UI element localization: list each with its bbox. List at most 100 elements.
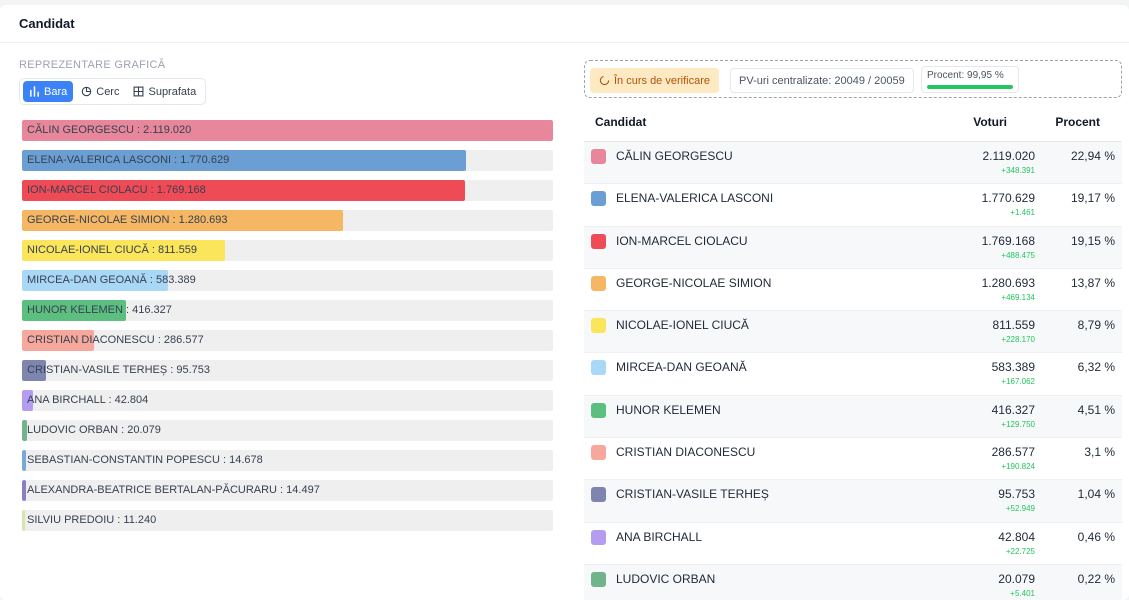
header-candidate: Candidat bbox=[595, 115, 647, 129]
vote-percent: 1,04 % bbox=[1077, 487, 1115, 502]
vote-count: 2.119.020 bbox=[982, 149, 1036, 163]
table-row: ANA BIRCHALL 42.804 +22.725 0,46 % bbox=[584, 523, 1122, 565]
vote-count: 1.769.168 bbox=[981, 233, 1035, 248]
vote-percent: 8,79 % bbox=[1077, 318, 1115, 333]
bar-row[interactable]: ANA BIRCHALL : 42.804 bbox=[22, 390, 553, 411]
bar-label: ELENA-VALERICA LASCONI : 1.770.629 bbox=[27, 154, 230, 166]
status-bar: În curs de verificare PV-uri centralizat… bbox=[584, 60, 1122, 98]
color-swatch bbox=[591, 149, 606, 164]
bar-value-label: 20.079 bbox=[127, 424, 161, 436]
bar-label: ION-MARCEL CIOLACU : 1.769.168 bbox=[27, 184, 206, 196]
table-row: HUNOR KELEMEN 416.327 +129.750 4,51 % bbox=[584, 395, 1122, 439]
bar[interactable] bbox=[22, 150, 466, 171]
bar-category: NICOLAE-IONEL CIUCĂ bbox=[27, 244, 149, 256]
bar-category: CRISTIAN DIACONESCU bbox=[27, 334, 155, 346]
bar-row[interactable]: CĂLIN GEORGESCU : 2.119.020 bbox=[22, 120, 553, 141]
table-header: Candidat Voturi Procent bbox=[584, 104, 1122, 142]
bar-row[interactable]: NICOLAE-IONEL CIUCĂ : 811.559 bbox=[22, 240, 553, 261]
candidate-name: LUDOVIC ORBAN bbox=[616, 571, 716, 586]
vote-count: 1.770.629 bbox=[981, 191, 1035, 206]
bar-label: MIRCEA-DAN GEOANĂ : 583.389 bbox=[27, 274, 196, 286]
color-swatch bbox=[591, 233, 606, 249]
bar-row[interactable]: CRISTIAN DIACONESCU : 286.577 bbox=[22, 330, 553, 351]
table-body: CĂLIN GEORGESCU 2.119.020 +348.391 22,94 % E… bbox=[584, 142, 1122, 600]
bar-row[interactable]: ION-MARCEL CIOLACU : 1.769.168 bbox=[22, 180, 553, 201]
bar-value-label: 1.770.629 bbox=[180, 154, 230, 166]
bar-row[interactable]: MIRCEA-DAN GEOANĂ : 583.389 bbox=[22, 270, 553, 291]
bar-label: ALEXANDRA-BEATRICE BERTALAN-PĂCURARU : 1… bbox=[27, 484, 320, 496]
bar-category: ALEXANDRA-BEATRICE BERTALAN-PĂCURARU bbox=[27, 484, 277, 496]
vote-percent: 4,51 % bbox=[1077, 402, 1115, 417]
bar-value-label: 11.240 bbox=[123, 514, 157, 526]
bar[interactable] bbox=[22, 510, 25, 531]
area-grid-icon bbox=[134, 86, 144, 97]
bar-label: NICOLAE-IONEL CIUCĂ : 811.559 bbox=[27, 244, 197, 256]
bar-label: LUDOVIC ORBAN : 20.079 bbox=[27, 424, 161, 436]
color-swatch bbox=[591, 318, 606, 334]
bar[interactable] bbox=[22, 480, 26, 501]
color-swatch bbox=[591, 402, 606, 418]
bar[interactable] bbox=[22, 240, 226, 261]
bar-row[interactable]: CRISTIAN-VASILE TERHEȘ : 95.753 bbox=[22, 360, 553, 381]
bar-category: GEORGE-NICOLAE SIMION bbox=[27, 214, 170, 226]
vote-delta: +167.062 bbox=[1001, 377, 1035, 387]
results-table: Candidat Voturi Procent CĂLIN GEORGESCU 2… bbox=[584, 104, 1122, 600]
vote-percent: 6,32 % bbox=[1077, 360, 1115, 375]
view-area-label: Suprafata bbox=[148, 85, 197, 98]
bar[interactable] bbox=[22, 210, 343, 231]
bar[interactable] bbox=[22, 270, 169, 291]
bar[interactable] bbox=[22, 300, 127, 321]
color-swatch bbox=[591, 191, 606, 207]
bar-row[interactable]: ALEXANDRA-BEATRICE BERTALAN-PĂCURARU : 1… bbox=[22, 480, 553, 501]
vote-percent: 22,94 % bbox=[1070, 149, 1115, 163]
bar-category: ELENA-VALERICA LASCONI bbox=[27, 154, 172, 166]
vote-count: 95.753 bbox=[998, 487, 1035, 502]
bar-row[interactable]: SILVIU PREDOIU : 11.240 bbox=[22, 510, 553, 531]
bar[interactable] bbox=[22, 180, 466, 201]
card-title: Candidat bbox=[19, 16, 75, 31]
percent-progress-fill bbox=[927, 85, 1013, 89]
bar-row[interactable]: SEBASTIAN-CONSTANTIN POPESCU : 14.678 bbox=[22, 450, 553, 471]
bar-value-label: 95.753 bbox=[176, 364, 211, 376]
vote-count: 1.280.693 bbox=[981, 275, 1035, 290]
bar-value-label: 286.577 bbox=[163, 334, 204, 346]
view-bar-label: Bara bbox=[44, 85, 68, 98]
bar-row[interactable]: ELENA-VALERICA LASCONI : 1.770.629 bbox=[22, 150, 553, 171]
bar-row[interactable]: HUNOR KELEMEN : 416.327 bbox=[22, 300, 553, 321]
candidate-name: GEORGE-NICOLAE SIMION bbox=[616, 275, 772, 290]
color-swatch bbox=[591, 275, 606, 291]
percent-text: Procent: 99,95 % bbox=[927, 70, 1004, 81]
spinner-icon bbox=[599, 75, 610, 86]
bar-value-label: 416.327 bbox=[132, 304, 172, 316]
vote-delta: +1.461 bbox=[1010, 208, 1035, 218]
bar[interactable] bbox=[22, 420, 28, 441]
bar-value-label: 2.119.020 bbox=[143, 124, 192, 136]
view-pie-button[interactable]: Cerc bbox=[75, 81, 125, 102]
view-pie-label: Cerc bbox=[96, 85, 120, 98]
vote-delta: +129.750 bbox=[1001, 419, 1035, 429]
bar-value-label: 14.678 bbox=[229, 454, 263, 466]
bar-label: SEBASTIAN-CONSTANTIN POPESCU : 14.678 bbox=[27, 454, 263, 466]
view-area-button[interactable]: Suprafata bbox=[127, 81, 202, 102]
bar-chart: CĂLIN GEORGESCU : 2.119.020 ELENA-VALERIC… bbox=[22, 120, 553, 540]
candidate-name: NICOLAE-IONEL CIUCĂ bbox=[616, 318, 749, 333]
bar[interactable] bbox=[22, 390, 33, 411]
bar-category: SILVIU PREDOIU bbox=[27, 514, 115, 526]
bar[interactable] bbox=[22, 330, 94, 351]
bar[interactable] bbox=[22, 360, 46, 381]
view-bar-button[interactable]: Bara bbox=[23, 81, 74, 102]
bar[interactable] bbox=[22, 450, 26, 471]
candidate-name: HUNOR KELEMEN bbox=[616, 402, 721, 417]
color-swatch bbox=[591, 571, 606, 587]
bar-category: HUNOR KELEMEN bbox=[27, 304, 123, 316]
bar-row[interactable]: LUDOVIC ORBAN : 20.079 bbox=[22, 420, 553, 441]
bar-row[interactable]: GEORGE-NICOLAE SIMION : 1.280.693 bbox=[22, 210, 553, 231]
vote-count: 20.079 bbox=[998, 571, 1035, 586]
vote-percent: 19,17 % bbox=[1070, 191, 1115, 206]
vote-delta: +348.391 bbox=[1001, 166, 1035, 175]
vote-delta: +228.170 bbox=[1001, 335, 1035, 345]
bar-category: CĂLIN GEORGESCU bbox=[27, 124, 134, 136]
vote-percent: 0,22 % bbox=[1077, 571, 1115, 586]
bar[interactable] bbox=[22, 120, 553, 141]
table-row: GEORGE-NICOLAE SIMION 1.280.693 +469.134 13… bbox=[584, 269, 1122, 312]
